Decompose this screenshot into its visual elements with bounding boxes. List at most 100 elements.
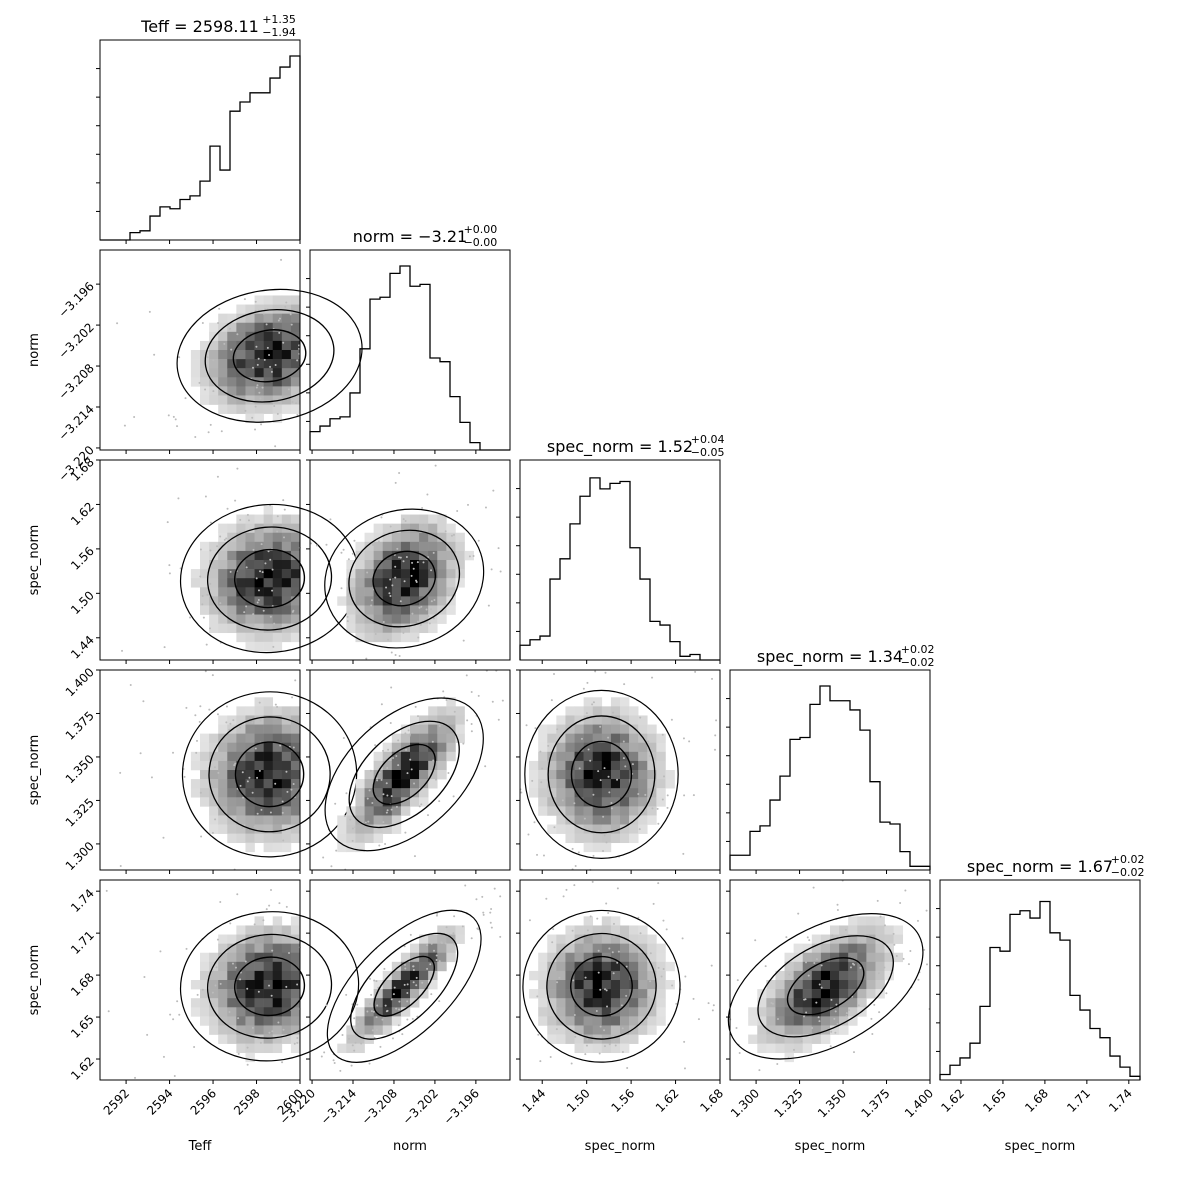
density-cell — [556, 724, 566, 734]
density-cell — [272, 386, 283, 396]
density-cell — [218, 970, 228, 981]
xtick-label-3-0: 1.300 — [728, 1086, 762, 1120]
sample-point — [470, 691, 473, 694]
sample-point — [185, 706, 188, 709]
sample-point — [380, 516, 383, 519]
sample-point — [499, 570, 502, 573]
sample-point — [490, 926, 493, 929]
panel-1-0: −3.220−3.214−3.208−3.202−3.196 — [56, 249, 363, 484]
xtick-label-1-1: −3.214 — [318, 1086, 359, 1127]
density-cell — [391, 760, 402, 771]
sample-point — [537, 1033, 540, 1036]
sample-point — [876, 899, 879, 902]
panel-title-base-1: norm = −3.21 — [353, 227, 467, 246]
sample-point — [366, 571, 369, 574]
density-cell — [529, 770, 539, 780]
sample-point — [389, 594, 392, 597]
panel-3-1 — [306, 669, 511, 874]
density-cell — [547, 980, 557, 990]
density-cell — [245, 560, 255, 570]
density-cell — [254, 724, 264, 734]
xtick-label-4-1: 1.65 — [980, 1086, 1009, 1115]
density-cell — [254, 614, 264, 624]
xtick-label-0-2: 2596 — [188, 1086, 219, 1117]
panel-title-sup-0: +1.35 — [262, 13, 296, 26]
sample-point — [754, 939, 757, 942]
sample-point — [587, 748, 590, 751]
sample-point — [260, 543, 263, 546]
density-cell — [209, 605, 219, 615]
density-cell — [647, 998, 657, 1008]
sample-point — [256, 384, 259, 387]
density-cell — [218, 523, 228, 534]
histogram-3 — [729, 685, 931, 870]
sample-point — [812, 886, 815, 889]
density-cell — [848, 961, 858, 972]
density-cell — [245, 514, 255, 524]
density-cell — [400, 724, 411, 734]
sample-point — [196, 993, 199, 996]
sample-point — [820, 986, 823, 989]
sample-point — [899, 901, 902, 904]
density-cell — [236, 779, 246, 789]
density-cell — [236, 998, 246, 1008]
density-cell — [592, 733, 603, 744]
density-cell — [245, 925, 255, 935]
density-cell — [245, 641, 255, 652]
density-cell — [866, 952, 876, 963]
sample-point — [643, 812, 646, 815]
density-cell — [410, 569, 420, 579]
sample-point — [375, 1029, 378, 1032]
density-cell — [373, 578, 384, 588]
sample-point — [389, 578, 392, 581]
sample-point — [351, 839, 354, 842]
density-cell — [245, 614, 255, 624]
density-cell — [656, 1016, 666, 1026]
sample-point — [917, 978, 920, 981]
xtick-label-4-3: 1.71 — [1064, 1086, 1093, 1115]
density-cell — [437, 724, 447, 734]
density-cell — [281, 806, 292, 816]
density-cell — [272, 998, 283, 1008]
density-cell — [281, 925, 292, 935]
density-cell — [775, 1034, 785, 1044]
density-cell — [218, 605, 228, 615]
density-cell — [428, 980, 438, 990]
density-cell — [218, 532, 228, 543]
density-cell — [236, 514, 246, 524]
sample-point — [571, 820, 574, 823]
density-cell — [419, 578, 429, 588]
density-cell — [538, 797, 548, 807]
density-cell — [391, 797, 402, 807]
sample-point — [608, 791, 611, 794]
density-cell — [610, 980, 621, 990]
density-cell — [263, 724, 274, 734]
density-cell — [839, 980, 849, 990]
ytick-label-1-4: −3.196 — [56, 279, 97, 320]
density-cell — [802, 1016, 813, 1026]
density-cell — [857, 980, 867, 990]
density-cell — [200, 760, 210, 771]
sample-point — [263, 358, 266, 361]
sample-point — [341, 1033, 344, 1036]
density-cell — [400, 952, 411, 963]
density-cell — [236, 952, 246, 963]
sample-point — [276, 705, 279, 708]
density-cell — [629, 742, 639, 753]
density-cell — [610, 760, 621, 771]
density-cell — [583, 706, 594, 716]
density-cell — [748, 1007, 758, 1017]
sample-point — [582, 687, 585, 690]
sample-point — [429, 971, 432, 974]
sample-point — [776, 1018, 779, 1021]
sample-point — [857, 1004, 860, 1007]
density-cell — [263, 1043, 274, 1054]
sample-point — [665, 928, 668, 931]
density-cell — [290, 541, 301, 552]
density-cell — [391, 806, 402, 816]
sample-point — [385, 811, 388, 814]
density-cell — [245, 1034, 255, 1044]
density-cell — [455, 550, 465, 561]
density-cell — [254, 368, 264, 378]
sample-point — [382, 821, 385, 824]
